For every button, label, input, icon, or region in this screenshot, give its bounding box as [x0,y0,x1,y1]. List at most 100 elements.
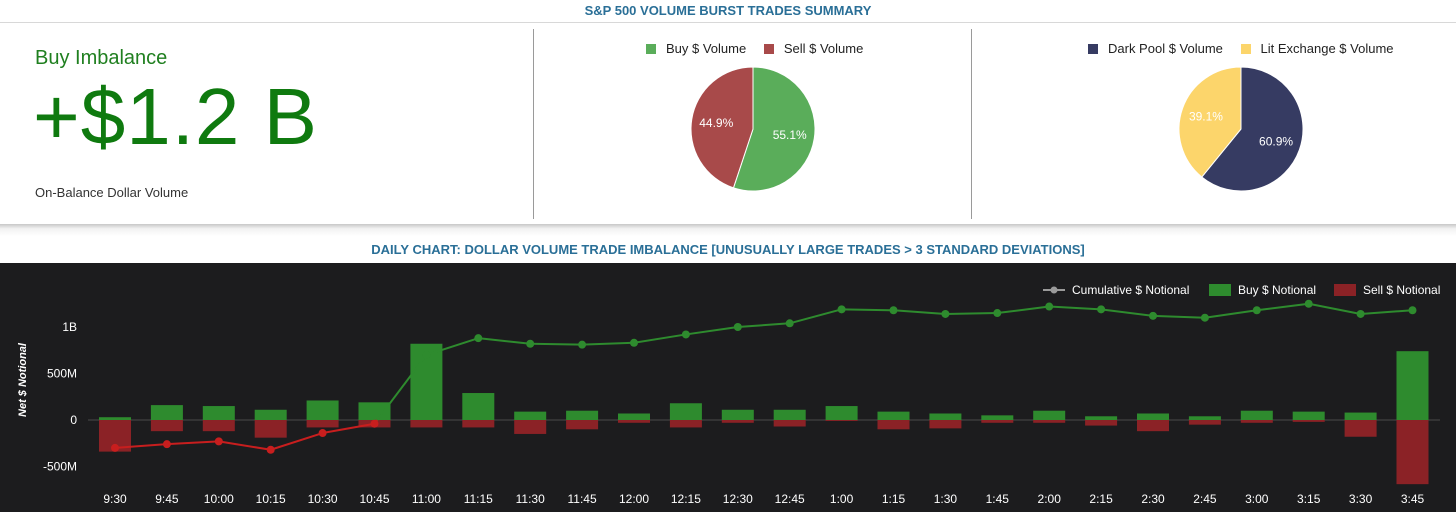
cumulative-point[interactable] [370,419,379,428]
buy-bar[interactable] [306,400,339,420]
cumulative-point[interactable] [1045,302,1054,311]
sell-bar[interactable] [669,420,702,428]
sell-bar[interactable] [981,420,1014,423]
legend-item-buy-notional[interactable]: Buy $ Notional [1209,283,1316,297]
sell-bar[interactable] [1344,420,1377,437]
sell-bar[interactable] [1396,420,1429,485]
cumulative-point[interactable] [214,437,223,446]
buy-bar[interactable] [358,402,391,420]
cumulative-point[interactable] [1304,299,1313,308]
sell-bar[interactable] [514,420,547,434]
buy-bar[interactable] [1137,413,1169,420]
buy-bar[interactable] [1292,411,1325,420]
cumulative-point[interactable] [318,429,327,438]
buy-bar[interactable] [1240,410,1273,420]
buy-bar[interactable] [1188,416,1221,420]
buy-bar[interactable] [773,409,806,420]
legend-item-sell-notional[interactable]: Sell $ Notional [1334,283,1440,297]
legend-item-dark-pool[interactable]: Dark Pool $ Volume [1088,41,1223,56]
buy-bar[interactable] [254,409,287,420]
cumulative-point[interactable] [1149,311,1157,320]
sell-bar[interactable] [150,420,183,432]
x-tick-label: 10:00 [204,492,234,506]
legend-item-cumulative-notional[interactable]: Cumulative $ Notional [1043,283,1189,297]
cumulative-point[interactable] [422,350,431,359]
cumulative-point[interactable] [733,323,742,331]
pie-slice-dark-pool-volume[interactable] [1201,66,1304,192]
buy-bar[interactable] [99,417,131,420]
cumulative-line-segment [218,440,271,451]
cumulative-point[interactable] [941,309,950,318]
cumulative-point[interactable] [1200,313,1209,322]
cumulative-point[interactable] [681,330,690,339]
cumulative-point[interactable] [1356,309,1365,318]
x-tick-label: 10:30 [308,492,338,506]
cumulative-line-segment [841,308,894,312]
buy-bar[interactable] [1085,416,1118,420]
page-title: S&P 500 VOLUME BURST TRADES SUMMARY [0,0,1456,23]
buy-bar[interactable] [1344,412,1377,420]
buy-bar[interactable] [825,406,858,420]
sell-bar[interactable] [1033,420,1066,423]
cumulative-point[interactable] [785,319,794,328]
buy-bar[interactable] [566,410,599,420]
cumulative-line-segment [582,341,635,346]
sell-bar[interactable] [1188,420,1221,425]
sell-bar[interactable] [1085,420,1118,426]
sell-bar[interactable] [825,420,858,421]
pie-slice-lit-exchange-volume[interactable] [1178,66,1242,178]
buy-bar[interactable] [981,415,1014,420]
cumulative-line-segment [322,422,375,435]
sell-bar[interactable] [618,420,650,423]
cumulative-point[interactable] [474,334,483,343]
legend-item-sell-volume[interactable]: Sell $ Volume [763,41,863,56]
sell-bar[interactable] [306,420,339,428]
buy-bar[interactable] [202,406,235,420]
cumulative-point[interactable] [889,306,898,315]
buy-bar[interactable] [618,413,650,420]
legend-item-lit-exchange[interactable]: Lit Exchange $ Volume [1240,41,1394,56]
y-tick-label: 1B [62,320,77,334]
cumulative-point[interactable] [1408,306,1417,315]
buy-bar[interactable] [462,393,495,420]
cumulative-point[interactable] [1252,306,1261,315]
sell-bar[interactable] [721,420,754,423]
imbalance-sublabel: On-Balance Dollar Volume [35,185,189,200]
cumulative-line-segment [166,440,219,446]
sell-bar[interactable] [202,420,235,432]
sell-bar[interactable] [1240,420,1273,423]
sell-bar[interactable] [462,420,495,428]
sell-bar[interactable] [773,420,806,427]
buy-bar[interactable] [150,405,183,420]
sell-bar[interactable] [254,420,287,438]
sell-bar[interactable] [410,420,443,428]
legend-item-buy-volume[interactable]: Buy $ Volume [646,41,746,56]
buy-bar[interactable] [514,411,547,420]
buy-bar[interactable] [877,411,910,420]
cumulative-line-segment [376,354,428,421]
buy-bar[interactable] [721,409,754,420]
cumulative-point[interactable] [578,340,587,349]
pie-slice-sell-volume[interactable] [690,66,754,189]
sell-bar[interactable] [877,420,910,430]
buy-bar[interactable] [669,403,702,420]
cumulative-point[interactable] [993,309,1002,318]
buy-bar[interactable] [1396,351,1429,420]
cumulative-point[interactable] [526,339,535,348]
sell-bar[interactable] [566,420,599,430]
cumulative-point[interactable] [630,338,638,347]
cumulative-point[interactable] [1097,305,1106,314]
cumulative-point[interactable] [837,305,846,314]
legend-label: Buy $ Notional [1238,283,1316,297]
sell-bar[interactable] [1292,420,1325,422]
sell-bar[interactable] [1137,420,1169,432]
legend-label: Sell $ Notional [1363,283,1440,297]
cumulative-point[interactable] [111,443,119,452]
buy-bar[interactable] [929,413,962,420]
buy-bar[interactable] [1033,410,1066,420]
legend-swatch [1334,284,1356,296]
sell-bar[interactable] [929,420,962,429]
cumulative-point[interactable] [162,440,171,449]
cumulative-point[interactable] [266,445,275,454]
pie-slice-buy-volume[interactable] [732,66,816,192]
